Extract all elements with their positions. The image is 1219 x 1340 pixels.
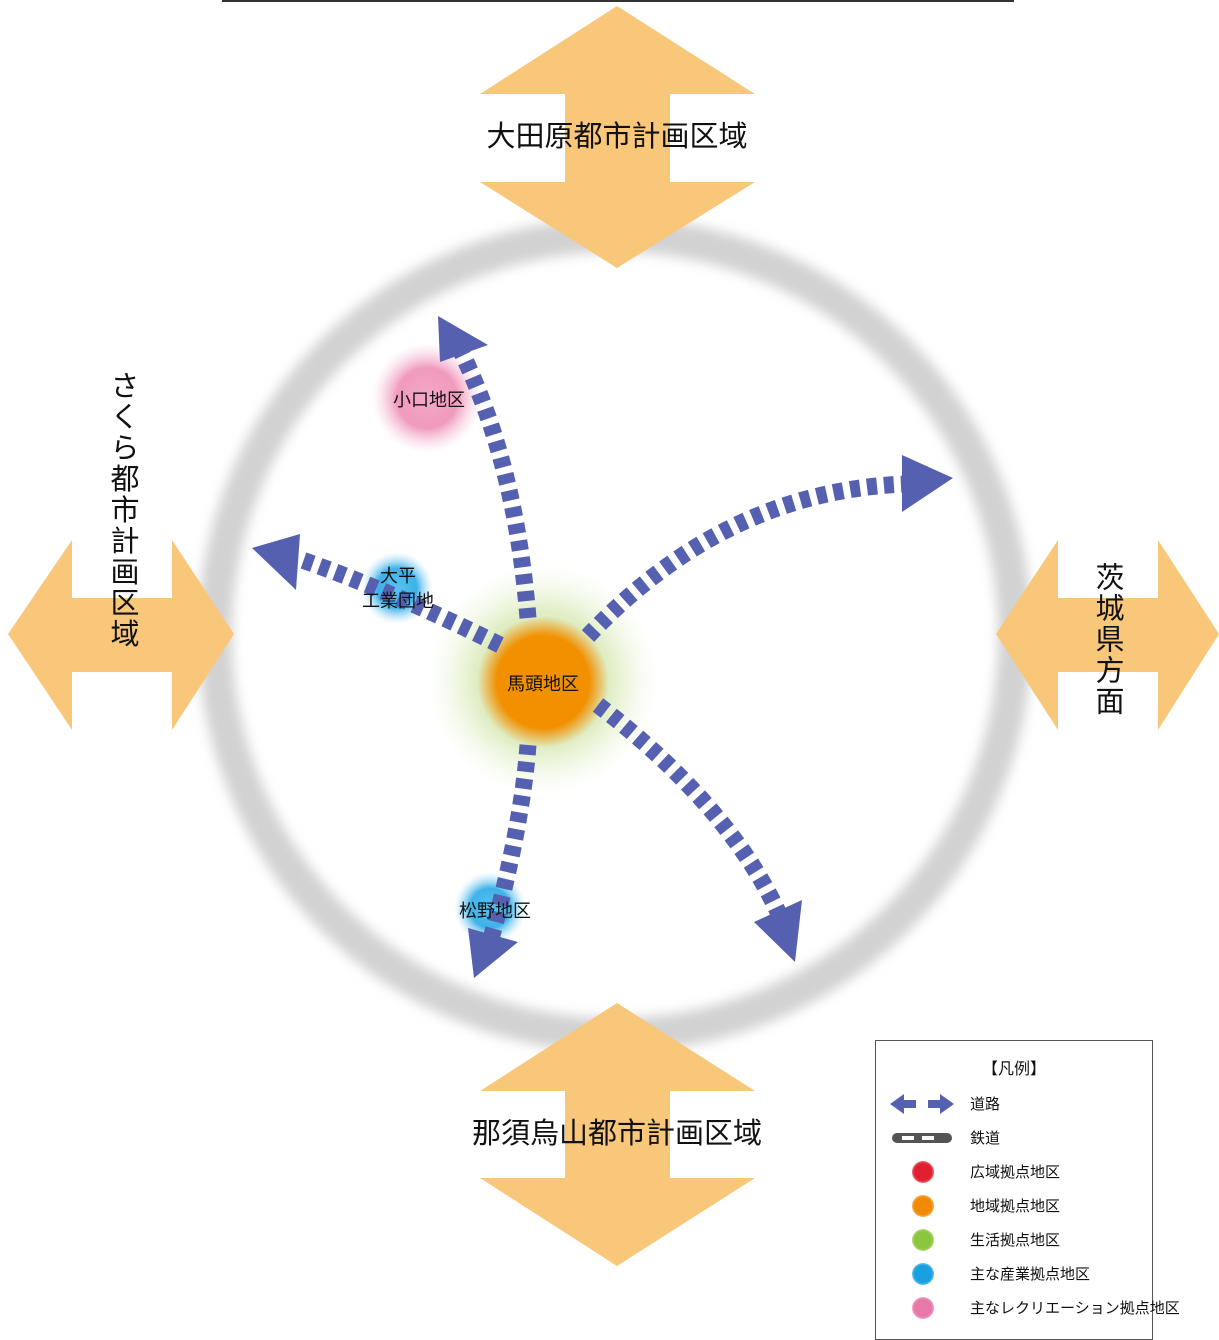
west-direction-arrow [8, 540, 234, 730]
pink-dot-icon [912, 1297, 934, 1319]
industrial-base-spot-matsuno [454, 872, 526, 944]
road-southeast [592, 698, 786, 916]
south-direction-label: 那須烏山都市計画区域 [472, 1116, 762, 1150]
regional-base-core [477, 616, 609, 748]
recreation-base-spot [372, 343, 482, 453]
road-northeast-arrowhead [902, 455, 953, 512]
south-direction-arrow [480, 1003, 755, 1266]
legend-label: 鉄道 [970, 1129, 1001, 1147]
road-southeast-arrowhead [754, 900, 802, 962]
legend-label: 主なレクリエーション拠点地区 [970, 1299, 1180, 1317]
orange-dot-icon [912, 1195, 934, 1217]
road-south-arrowhead [468, 928, 518, 978]
legend-title: 【凡例】 [981, 1059, 1046, 1078]
east-direction-label: 茨城県方面 [1091, 562, 1125, 717]
green-dot-icon [912, 1229, 934, 1251]
legend-item-wide-area-base: 広域拠点地区 [876, 1157, 1152, 1187]
legend: 【凡例】 道路 鉄道 広域拠点地区 地域拠点地区 生活拠点地区 主な産業拠点地区… [875, 1040, 1180, 1340]
legend-label: 広域拠点地区 [970, 1163, 1061, 1181]
north-direction-arrow [480, 6, 755, 268]
center-district-label: 馬頭地区 [507, 674, 579, 695]
legend-label: 地域拠点地区 [970, 1197, 1061, 1215]
road-south [483, 744, 537, 938]
legend-item-regional-base: 地域拠点地区 [876, 1191, 1152, 1221]
legend-label: 生活拠点地区 [970, 1231, 1061, 1249]
road-arrows-icon [890, 1094, 954, 1114]
oguchi-district-label: 小口地区 [393, 390, 465, 411]
road-west [299, 551, 504, 653]
ohira-label-line2: 工業団地 [362, 591, 434, 612]
matsuno-district-label: 松野地区 [459, 901, 531, 922]
legend-item-railway: 鉄道 [876, 1123, 1152, 1153]
road-north [450, 341, 537, 619]
legend-item-recreation-base: 主なレクリエーション拠点地区 [876, 1293, 1180, 1323]
ohira-label-line1: 大平 [380, 566, 416, 587]
legend-item-industrial-base: 主な産業拠点地区 [876, 1259, 1152, 1289]
blue-dot-icon [912, 1263, 934, 1285]
road-north-arrowhead [438, 316, 488, 362]
legend-label: 道路 [970, 1095, 1001, 1113]
legend-label: 主な産業拠点地区 [970, 1265, 1091, 1283]
east-direction-arrow [996, 540, 1219, 730]
legend-item-living-base: 生活拠点地区 [876, 1225, 1152, 1255]
road-northeast [581, 475, 906, 642]
railway-line-icon [892, 1133, 952, 1143]
red-dot-icon [912, 1161, 934, 1183]
road-west-arrowhead [252, 534, 300, 590]
north-direction-label: 大田原都市計画区域 [486, 119, 747, 153]
legend-item-road: 道路 [876, 1089, 1152, 1119]
west-direction-label: さくら都市計画区域 [106, 371, 140, 650]
